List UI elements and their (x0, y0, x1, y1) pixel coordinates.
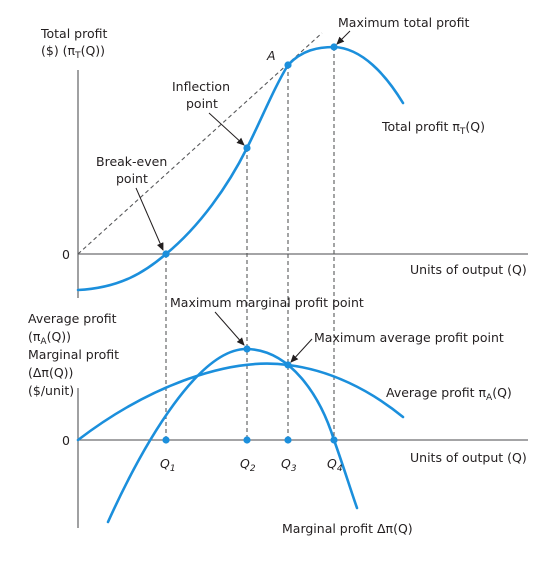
bottom-x-axis-label: Units of output (Q) (410, 450, 527, 465)
max-total-profit-label: Maximum total profit (338, 15, 469, 30)
inflection-dot (243, 144, 251, 152)
max-marginal-profit-dot (243, 345, 251, 353)
max-average-profit-label: Maximum average profit point (314, 330, 504, 345)
max-marginal-profit-label: Maximum marginal profit point (170, 295, 364, 310)
max-total-profit-dot (330, 43, 338, 51)
inflection-label-line2: point (186, 96, 218, 111)
q2-label: Q2 (240, 456, 256, 474)
break-even-leader (135, 187, 164, 251)
top-origin-label: 0 (62, 247, 70, 262)
max-total-profit-leader (336, 30, 351, 45)
q4-label: Q4 (327, 456, 343, 474)
point-a-dot (284, 61, 292, 69)
break-even-dot (162, 250, 170, 258)
inflection-leader (208, 112, 245, 146)
top-x-axis-label: Units of output (Q) (410, 262, 527, 277)
inflection-label-line1: Inflection (172, 79, 230, 94)
max-marginal-profit-leader (214, 311, 245, 346)
max-average-profit-dot (284, 361, 292, 369)
total-profit-curve-label: Total profit πT(Q) (381, 119, 485, 137)
bottom-y-axis-label-line3: Marginal profit (28, 347, 119, 362)
q4-dot (330, 436, 338, 444)
average-profit-curve-label: Average profit πA(Q) (386, 385, 512, 403)
tangent-ray-line (77, 32, 323, 255)
q2-dot (243, 436, 251, 444)
bottom-origin-label: 0 (62, 433, 70, 448)
top-panel: Total profit ($) (πT(Q)) 0 Units of outp… (40, 15, 528, 440)
bottom-panel: Average profit (πA(Q)) Marginal profit (… (28, 295, 528, 536)
bottom-y-axis-label-line1: Average profit (28, 311, 117, 326)
top-y-axis-label-line2: ($) (πT(Q)) (41, 43, 105, 61)
break-even-label-line2: point (116, 171, 148, 186)
q3-label: Q3 (281, 456, 297, 474)
marginal-profit-curve (106, 347, 359, 524)
q3-dot (284, 436, 292, 444)
break-even-label-line1: Break-even (96, 154, 167, 169)
bottom-y-axis-label-line4: (Δπ(Q)) (28, 365, 73, 380)
marginal-profit-curve-label: Marginal profit Δπ(Q) (282, 521, 413, 536)
bottom-y-axis-label-line2: (πA(Q)) (28, 329, 71, 347)
max-average-profit-leader (290, 338, 313, 363)
point-a-label: A (266, 48, 276, 63)
q1-dot (162, 436, 170, 444)
top-y-axis-label-line1: Total profit (40, 26, 107, 41)
total-profit-curve (76, 45, 405, 292)
average-profit-curve (76, 362, 405, 442)
bottom-y-axis-label-line5: ($/unit) (28, 383, 74, 398)
q1-label: Q1 (160, 456, 176, 474)
